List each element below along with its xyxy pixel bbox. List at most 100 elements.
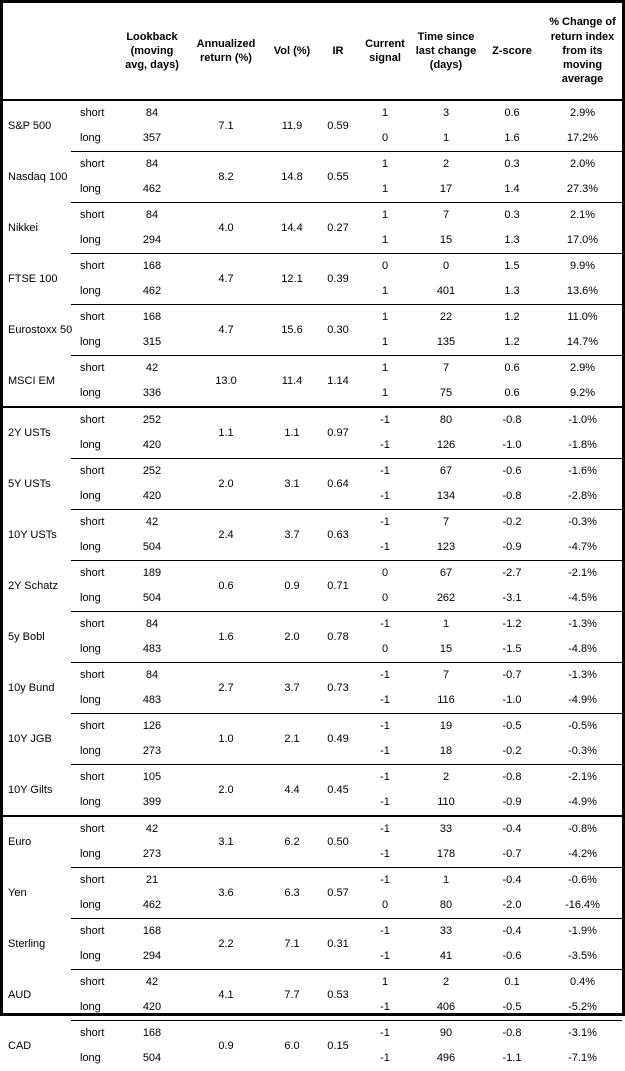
- asset-name: 2Y USTs: [3, 407, 71, 459]
- lookback-value: 21: [119, 868, 185, 894]
- asset-name: 2Y Schatz: [3, 561, 71, 612]
- asset-name: Eurostoxx 50: [3, 305, 71, 356]
- zscore-value: -2.7: [481, 561, 543, 587]
- pct-change-value: 13.6%: [543, 279, 622, 305]
- current-signal-value: -1: [359, 842, 411, 868]
- horizon-label: short: [71, 561, 119, 587]
- pct-change-value: -1.6%: [543, 459, 622, 485]
- asset-name: 10Y USTs: [3, 510, 71, 561]
- time-since-value: 178: [411, 842, 481, 868]
- zscore-value: -0.5: [481, 995, 543, 1021]
- time-since-value: 75: [411, 381, 481, 407]
- current-signal-value: -1: [359, 663, 411, 689]
- zscore-value: -1.1: [481, 1046, 543, 1071]
- lookback-value: 273: [119, 739, 185, 765]
- pct-change-value: 11.0%: [543, 305, 622, 331]
- time-since-value: 17: [411, 177, 481, 203]
- current-signal-value: 0: [359, 893, 411, 919]
- annualized-return-value: 2.7: [185, 663, 267, 714]
- zscore-value: -0.4: [481, 816, 543, 842]
- current-signal-value: -1: [359, 765, 411, 791]
- horizon-label: short: [71, 765, 119, 791]
- vol-value: 11.9: [267, 100, 317, 152]
- current-signal-value: 0: [359, 126, 411, 152]
- ir-value: 0.71: [317, 561, 359, 612]
- lookback-value: 42: [119, 510, 185, 536]
- current-signal-value: -1: [359, 433, 411, 459]
- annualized-return-value: 7.1: [185, 100, 267, 152]
- horizon-label: short: [71, 100, 119, 126]
- vol-value: 4.4: [267, 765, 317, 817]
- horizon-label: long: [71, 279, 119, 305]
- lookback-value: 252: [119, 407, 185, 433]
- header-annualized-return: Annualized return (%): [185, 3, 267, 100]
- time-since-value: 22: [411, 305, 481, 331]
- time-since-value: 67: [411, 459, 481, 485]
- zscore-value: -0.4: [481, 919, 543, 945]
- pct-change-value: -4.9%: [543, 790, 622, 816]
- ir-value: 0.97: [317, 407, 359, 459]
- ir-value: 0.50: [317, 816, 359, 868]
- time-since-value: 2: [411, 152, 481, 178]
- ir-value: 0.53: [317, 970, 359, 1021]
- vol-value: 0.9: [267, 561, 317, 612]
- lookback-value: 462: [119, 177, 185, 203]
- lookback-value: 336: [119, 381, 185, 407]
- ir-value: 0.27: [317, 203, 359, 254]
- pct-change-value: -1.0%: [543, 407, 622, 433]
- pct-change-value: 0.4%: [543, 970, 622, 996]
- lookback-value: 168: [119, 1021, 185, 1047]
- asset-name: Sterling: [3, 919, 71, 970]
- ir-value: 0.30: [317, 305, 359, 356]
- annualized-return-value: 1.6: [185, 612, 267, 663]
- horizon-label: long: [71, 739, 119, 765]
- header-lookback: Lookback (moving avg, days): [119, 3, 185, 100]
- horizon-label: long: [71, 586, 119, 612]
- horizon-label: long: [71, 688, 119, 714]
- asset-name: AUD: [3, 970, 71, 1021]
- zscore-value: -0.2: [481, 739, 543, 765]
- lookback-value: 84: [119, 663, 185, 689]
- asset-name: Nikkei: [3, 203, 71, 254]
- lookback-value: 189: [119, 561, 185, 587]
- lookback-value: 84: [119, 152, 185, 178]
- lookback-value: 357: [119, 126, 185, 152]
- time-since-value: 123: [411, 535, 481, 561]
- zscore-value: 0.6: [481, 100, 543, 126]
- time-since-value: 7: [411, 203, 481, 229]
- zscore-value: 1.6: [481, 126, 543, 152]
- lookback-value: 315: [119, 330, 185, 356]
- asset-name: Euro: [3, 816, 71, 868]
- time-since-value: 15: [411, 637, 481, 663]
- asset-name: 10Y JGB: [3, 714, 71, 765]
- current-signal-value: -1: [359, 995, 411, 1021]
- pct-change-value: -3.1%: [543, 1021, 622, 1047]
- current-signal-value: -1: [359, 919, 411, 945]
- current-signal-value: 0: [359, 586, 411, 612]
- time-since-value: 80: [411, 407, 481, 433]
- time-since-value: 2: [411, 970, 481, 996]
- signals-table: Lookback (moving avg, days) Annualized r…: [3, 3, 622, 1071]
- horizon-label: short: [71, 510, 119, 536]
- pct-change-value: -2.1%: [543, 561, 622, 587]
- lookback-value: 483: [119, 688, 185, 714]
- header-ir: IR: [317, 3, 359, 100]
- annualized-return-value: 3.6: [185, 868, 267, 919]
- horizon-label: long: [71, 842, 119, 868]
- vol-value: 2.0: [267, 612, 317, 663]
- time-since-value: 496: [411, 1046, 481, 1071]
- zscore-value: 0.1: [481, 970, 543, 996]
- asset-name: 10y Bund: [3, 663, 71, 714]
- current-signal-value: 1: [359, 305, 411, 331]
- pct-change-value: -1.3%: [543, 612, 622, 638]
- lookback-value: 84: [119, 612, 185, 638]
- horizon-label: long: [71, 790, 119, 816]
- header-time-since-last-change: Time since last change (days): [411, 3, 481, 100]
- pct-change-value: -3.5%: [543, 944, 622, 970]
